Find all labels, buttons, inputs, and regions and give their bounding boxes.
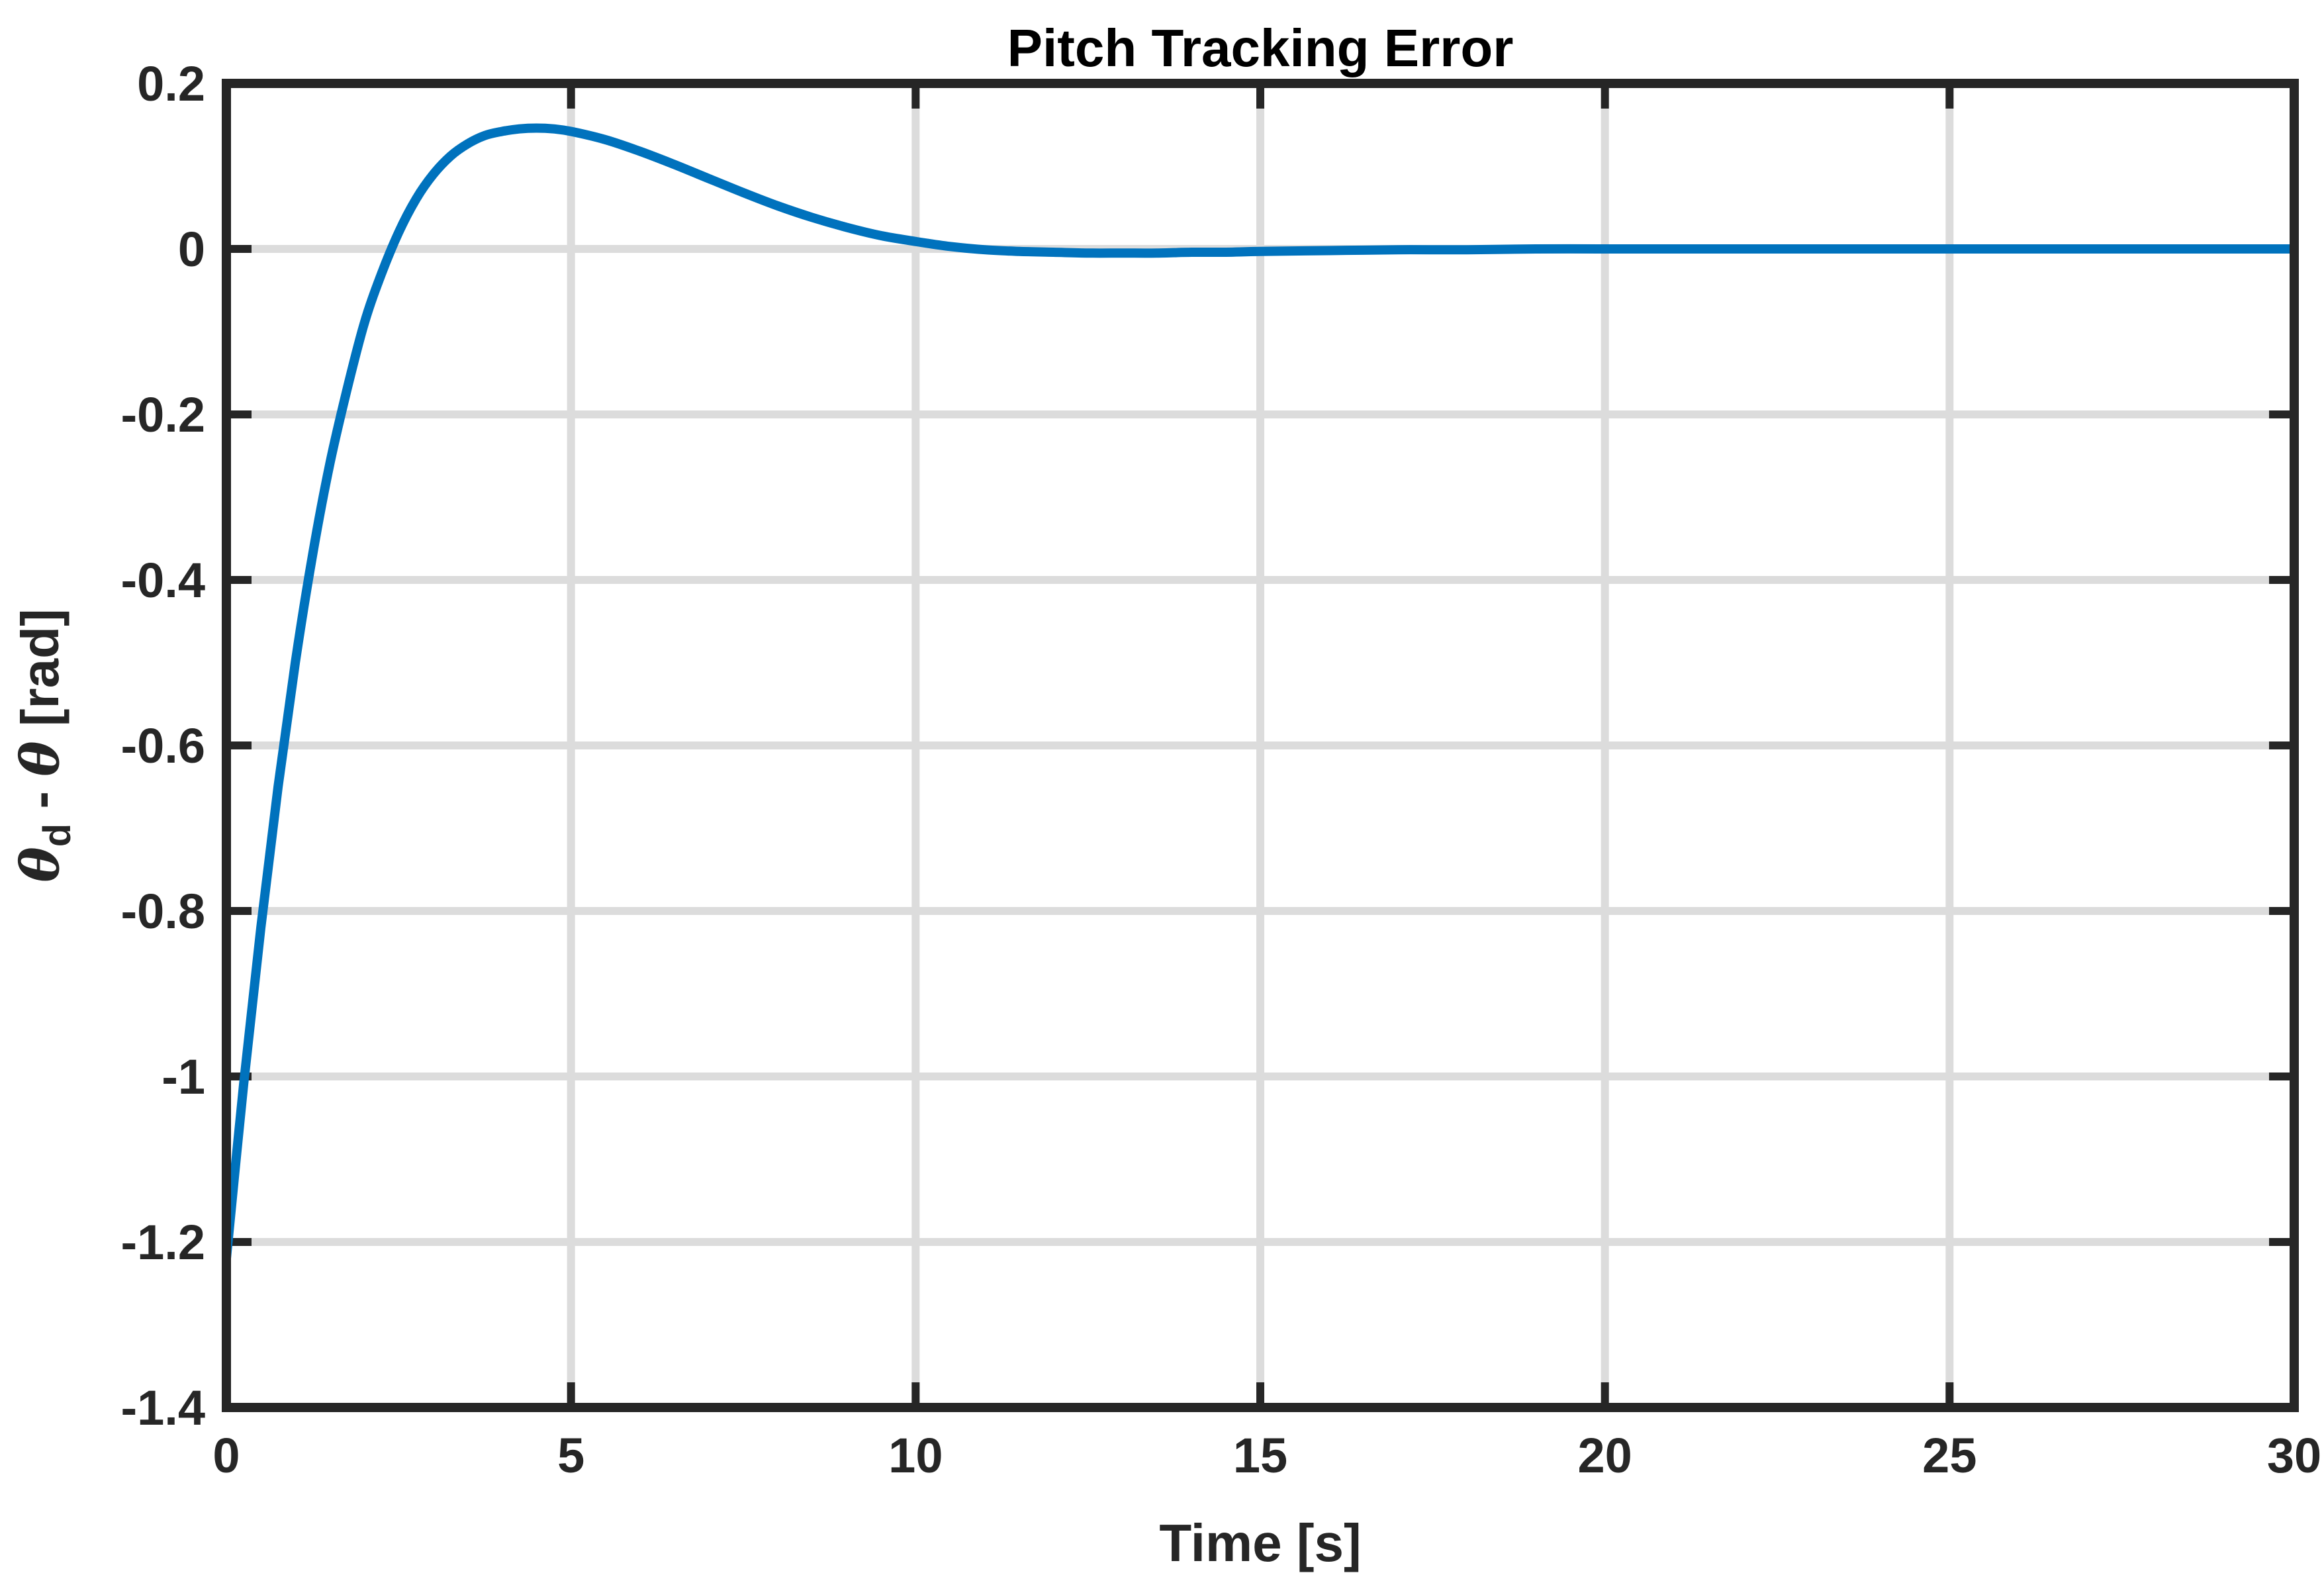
y-label-theta: θ	[9, 741, 71, 777]
series-layer	[222, 123, 2294, 1259]
x-tick-label: 20	[1578, 1428, 1632, 1483]
chart-title: Pitch Tracking Error	[1007, 19, 1514, 77]
x-tick-label: 10	[888, 1428, 943, 1483]
x-tick-label: 0	[212, 1428, 240, 1483]
y-tick-label: -0.4	[120, 553, 205, 608]
y-label-minus: -	[11, 777, 70, 824]
series-line	[222, 123, 2294, 1259]
x-tick-label: 15	[1233, 1428, 1287, 1483]
x-tick-label: 5	[557, 1428, 584, 1483]
x-tick-label: 30	[2267, 1428, 2321, 1483]
y-tick-label: -0.8	[120, 884, 205, 939]
y-label-subscript: d	[36, 824, 79, 847]
y-tick-label: -1.2	[120, 1215, 205, 1270]
y-tick-label: -1	[162, 1049, 205, 1104]
y-label-theta-d: θ	[9, 847, 71, 882]
y-tick-label: -1.4	[120, 1380, 205, 1435]
x-tick-label: 25	[1922, 1428, 1976, 1483]
y-label-unit: [rad]	[11, 608, 70, 741]
axes-box	[222, 79, 2299, 1412]
y-tick-label: -0.2	[120, 387, 205, 442]
grid	[226, 83, 2294, 1407]
y-tick-label: 0	[178, 222, 205, 277]
x-axis-label: Time [s]	[1159, 1513, 1361, 1572]
y-tick-label: -0.6	[120, 718, 205, 773]
tick-labels: 0 5 10 15 20 25 30 0.2 0 -0.2 -0.4 -0.6 -0.8 -1 -1.2 -1…	[120, 56, 2321, 1483]
y-tick-label: 0.2	[137, 56, 205, 111]
y-axis-label: θd - θ [rad]	[9, 608, 79, 882]
